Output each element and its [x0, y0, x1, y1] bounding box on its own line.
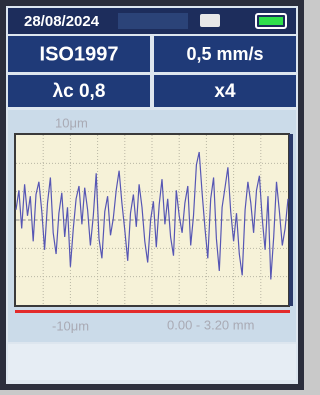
y-tick-label: 10μm [55, 115, 88, 130]
standard: ISO1997 [40, 43, 119, 65]
y-tick-label: -10μm [52, 318, 89, 333]
date: 28/08/2024 [24, 13, 100, 30]
cutoff: λc 0,8 [53, 81, 106, 102]
speed: 0,5 mm/s [186, 44, 263, 64]
status-pattern [118, 13, 188, 29]
x-range-label: 0.00 - 3.20 mm [167, 317, 254, 332]
plot-edge [289, 134, 293, 306]
range-bar [15, 310, 290, 313]
magnification: x4 [214, 81, 236, 102]
printer-icon [200, 14, 220, 27]
battery-level [259, 17, 283, 25]
footer-band [8, 344, 296, 380]
page: 28/08/2024 ISO1997 0,5 mm/s λc 0,8 x4 0.… [0, 0, 320, 395]
device-screen: 28/08/2024 ISO1997 0,5 mm/s λc 0,8 x4 0.… [0, 0, 304, 390]
